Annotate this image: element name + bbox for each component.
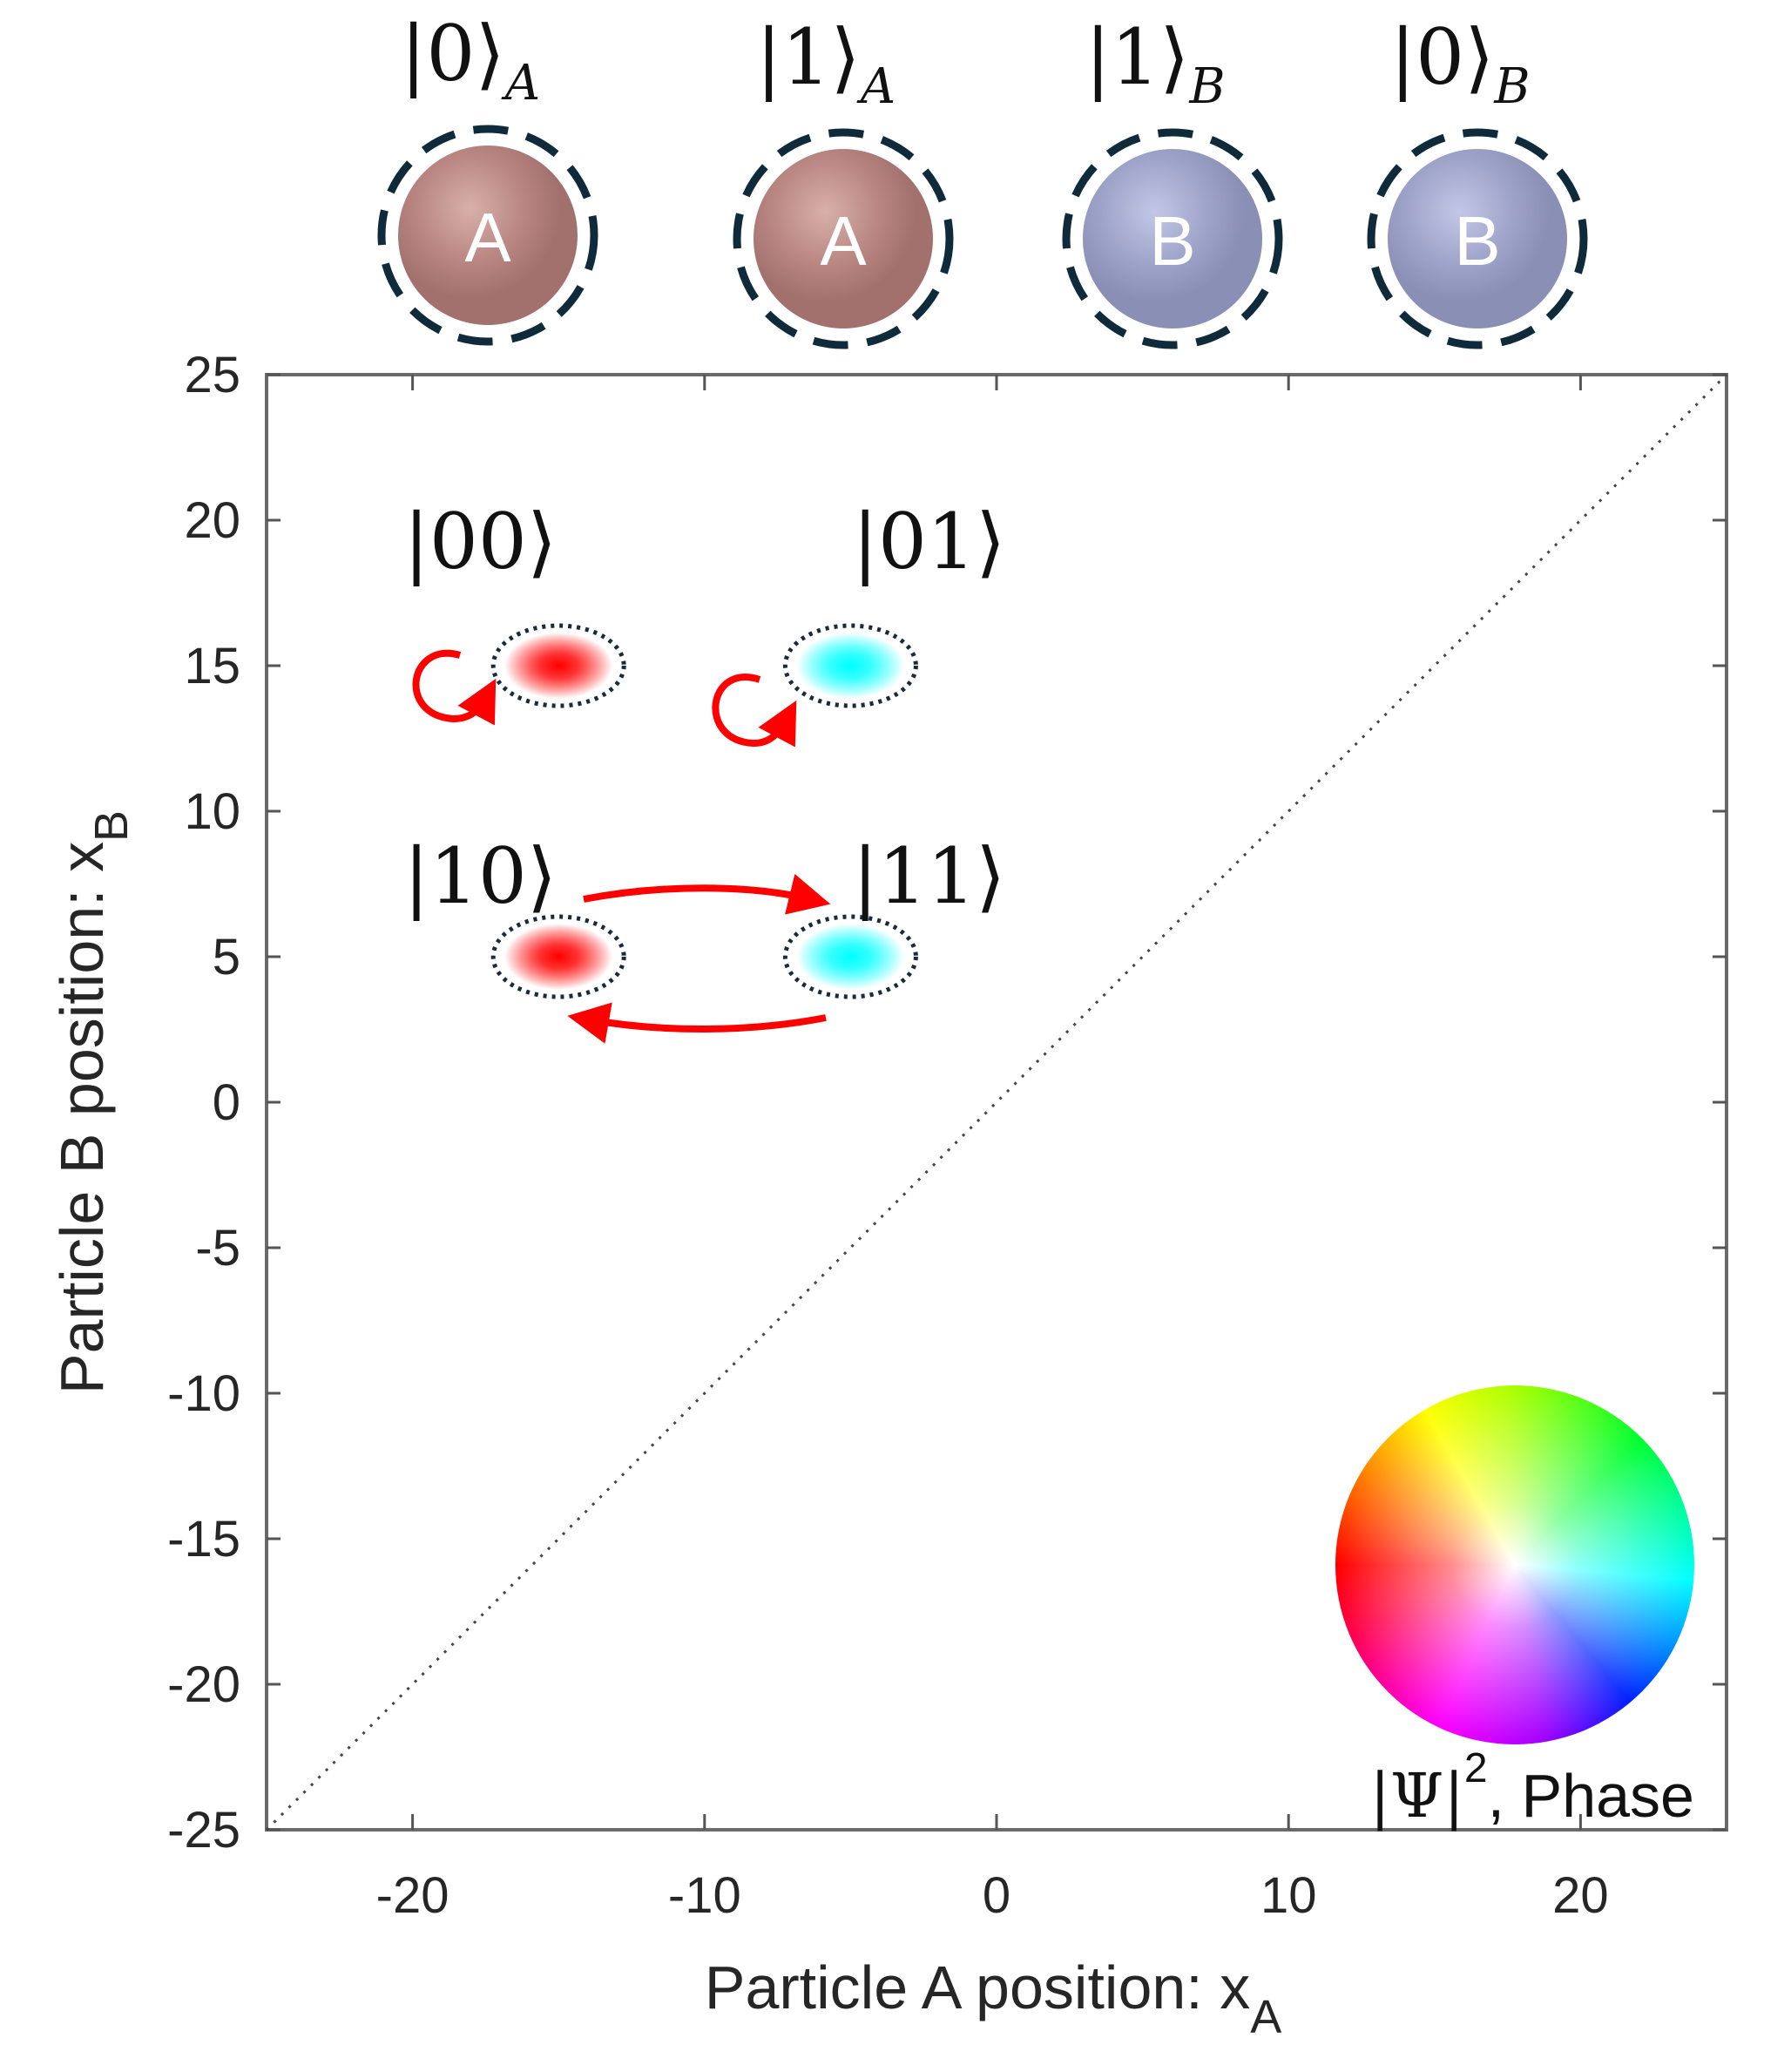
particle-B-state-2: B |1⟩B <box>1062 12 1283 349</box>
arrows <box>412 649 831 1044</box>
particle-ket-label: |1⟩B <box>1085 12 1225 115</box>
x-axis-label: Particle A position: xA <box>705 1954 1281 2043</box>
arrow-11-to-10 <box>567 1002 827 1044</box>
x-tick-label: 20 <box>1552 1867 1609 1924</box>
probability-blob <box>796 633 905 699</box>
particle-ket-label: |0⟩B <box>1389 12 1530 115</box>
particle-ball <box>1083 149 1262 328</box>
self-loop-arrow-00 <box>412 649 497 726</box>
particle-A-state-1: A |1⟩A <box>733 12 954 349</box>
y-tick-label: 25 <box>184 347 240 403</box>
particle-ball <box>754 149 933 328</box>
arrow-10-to-11 <box>583 874 831 915</box>
x-tick-label: -20 <box>376 1867 449 1924</box>
particle-B-state-3: B |0⟩B <box>1367 12 1588 349</box>
particle-ket-label: |0⟩A <box>401 9 540 112</box>
dashed-ring <box>377 125 598 346</box>
particle-letter: B <box>1454 202 1500 280</box>
dotted-outline <box>490 914 626 999</box>
dotted-outline <box>490 623 626 708</box>
y-tick-label: 15 <box>184 638 240 694</box>
particle-letter: B <box>1149 202 1195 280</box>
state-label: |11⟩ <box>852 831 1005 921</box>
dashed-ring <box>733 128 954 349</box>
axis-ticks: -20 -10 0 10 20 25 20 15 10 5 0 -5 -10 -15 -20 -25 <box>167 347 1727 1924</box>
particle-ball <box>398 146 578 325</box>
x-tick-label: 10 <box>1260 1867 1317 1924</box>
probability-blob <box>796 924 905 990</box>
probability-blob <box>504 633 613 699</box>
particle-ball <box>1388 149 1567 328</box>
y-tick-label: 20 <box>184 492 240 549</box>
state-blobs: |00⟩ |01⟩ |10⟩ |11⟩ <box>403 497 1005 999</box>
y-tick-label: 10 <box>184 783 240 840</box>
particles-row: A |0⟩A A |1⟩A B |1⟩B B |0⟩B <box>377 9 1588 349</box>
state-label: |10⟩ <box>403 831 557 921</box>
x-tick-label: 0 <box>983 1867 1010 1924</box>
probability-blob <box>504 924 613 990</box>
self-loop-arrow-01 <box>712 674 797 748</box>
y-tick-label: -10 <box>167 1365 240 1422</box>
y-tick-label: 0 <box>213 1074 240 1131</box>
x-tick-label: -10 <box>668 1867 741 1924</box>
dashed-ring <box>1367 128 1588 349</box>
state-10: |10⟩ <box>403 831 626 999</box>
particle-A-state-0: A |0⟩A <box>377 9 598 346</box>
y-tick-label: 5 <box>213 929 240 985</box>
dotted-outline <box>782 914 918 999</box>
state-01: |01⟩ <box>782 497 1005 708</box>
y-tick-label: -15 <box>167 1511 240 1568</box>
state-label: |00⟩ <box>403 497 557 586</box>
state-00: |00⟩ <box>403 497 626 708</box>
state-label: |01⟩ <box>852 497 1005 586</box>
y-tick-label: -20 <box>167 1656 240 1713</box>
state-11: |11⟩ <box>782 831 1005 999</box>
y-tick-label: -25 <box>167 1802 240 1859</box>
dashed-ring <box>1062 128 1283 349</box>
particle-letter: A <box>820 202 867 280</box>
y-axis-label: Particle B position: xB <box>48 810 138 1394</box>
dotted-outline <box>782 623 918 708</box>
phase-color-wheel <box>1335 1385 1694 1744</box>
colorbar-label: |Ψ|2, Phase <box>1369 1745 1694 1832</box>
y-tick-label: -5 <box>195 1220 240 1276</box>
particle-ket-label: |1⟩A <box>756 12 896 115</box>
particle-letter: A <box>464 199 511 276</box>
